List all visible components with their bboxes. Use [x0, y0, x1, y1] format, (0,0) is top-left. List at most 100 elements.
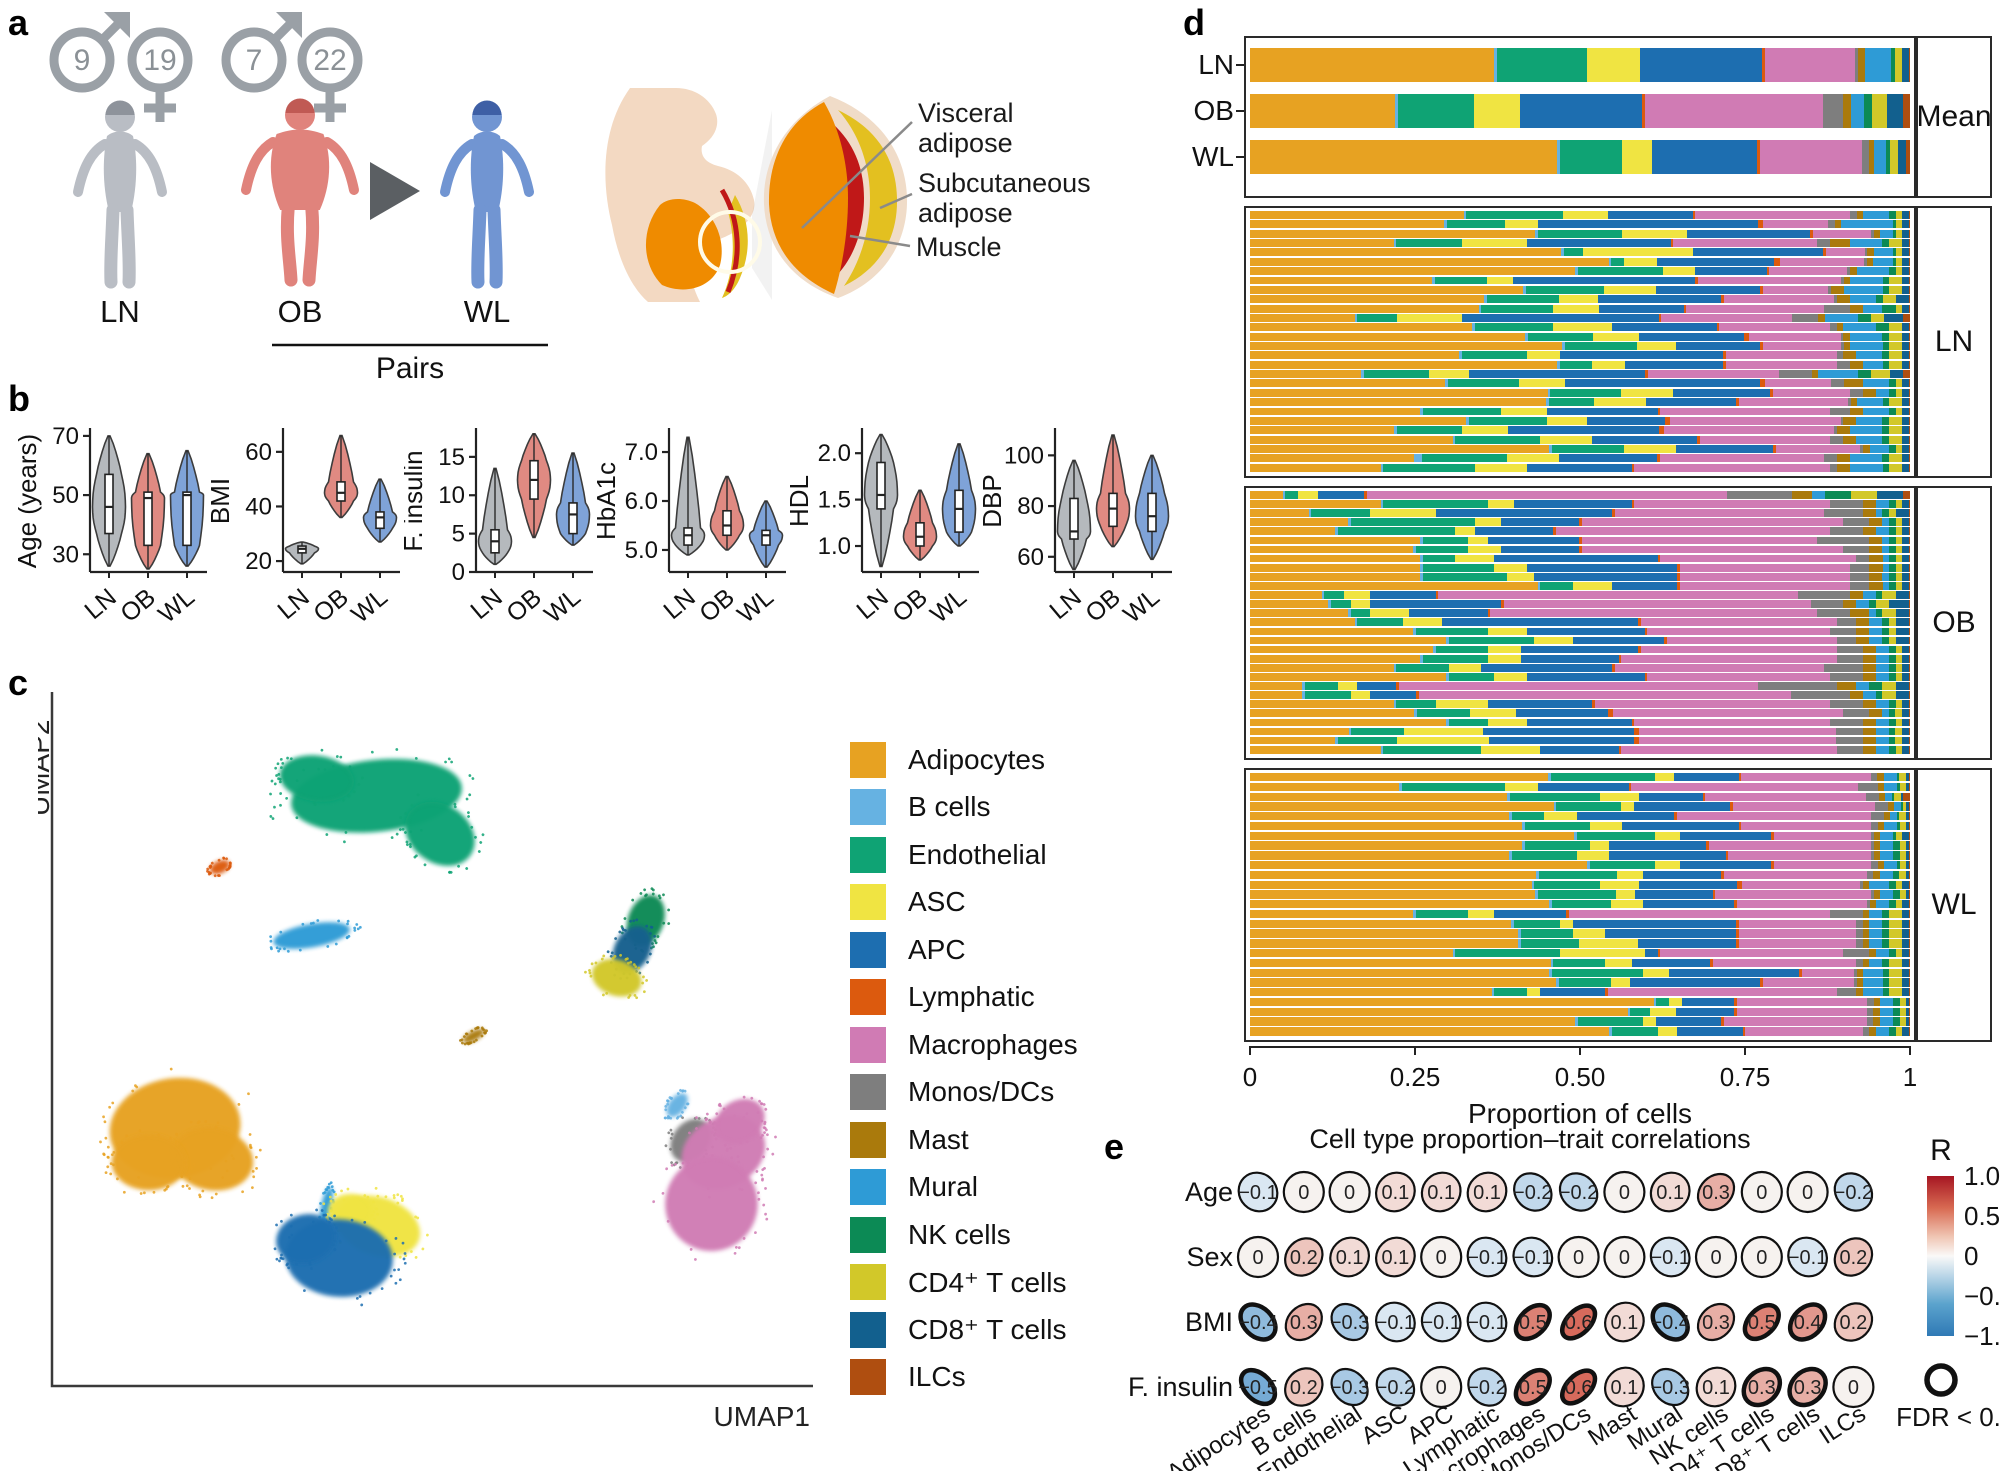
bar-segment-adipocytes	[1250, 939, 1518, 948]
speckle	[374, 1186, 378, 1190]
bar-segment-asc	[1654, 773, 1674, 782]
bar-segment-cd8-t-cells	[1906, 802, 1909, 811]
speckle	[396, 1193, 400, 1197]
bar-segment-monos-dcs	[1823, 663, 1863, 672]
speckle	[99, 1140, 102, 1144]
stacked-bar	[1250, 257, 1910, 266]
violin-plot-4: 1.0 1.5 2.0 HDL LN OB WL	[784, 420, 983, 635]
speckle	[372, 1210, 376, 1214]
bar-segment-cd8-t-cells	[1902, 435, 1909, 444]
bar-segment-nk-cells	[1891, 48, 1896, 82]
legend-swatch-icon	[850, 1311, 886, 1348]
bar-segment-b-cells	[1419, 407, 1423, 416]
anatomy-illustration	[605, 88, 913, 302]
speckle	[241, 1190, 245, 1194]
bar-segment-nk-cells	[1882, 939, 1889, 948]
bar-segment-nk-cells	[1882, 618, 1890, 627]
bar-segment-mural	[1890, 812, 1897, 821]
bar-segment-monos-dcs	[1827, 285, 1831, 294]
bar-segment-cd8-t-cells	[1902, 518, 1909, 526]
speckle	[662, 893, 665, 897]
bar-segment-adipocytes	[1250, 220, 1445, 229]
corr-value: −0.1	[1238, 1182, 1277, 1204]
bar-segment-ilcs	[1908, 398, 1910, 407]
bar-segment-lymphatic	[1673, 812, 1677, 821]
bar-segment-b-cells	[1557, 360, 1560, 369]
bar-segment-lymphatic	[1734, 900, 1737, 909]
speckle	[330, 1218, 333, 1222]
bar-segment-apc	[1512, 276, 1696, 285]
bar-segment-lymphatic	[1415, 691, 1419, 699]
speckle	[759, 1136, 763, 1140]
speckle	[695, 1127, 698, 1130]
bar-segment-ilcs	[1908, 426, 1910, 435]
bar-segment-ilcs	[1908, 416, 1910, 425]
bar-segment-cd4-t-cells	[1895, 880, 1903, 889]
bar-segment-endothelial	[1357, 313, 1397, 322]
stacked-bar	[1250, 600, 1910, 608]
speckle	[423, 863, 427, 867]
bar-segment-mast	[1873, 229, 1881, 238]
bar-segment-asc	[1474, 518, 1501, 526]
bar-segment-asc	[1396, 313, 1463, 322]
corr-ellipse	[1420, 1301, 1462, 1343]
speckle	[763, 1126, 767, 1130]
bar-segment-adipocytes	[1250, 718, 1447, 727]
stacked-bar	[1250, 435, 1910, 444]
bar-segment-monos-dcs	[1836, 351, 1844, 360]
bar-segment-ilcs	[1908, 997, 1910, 1007]
bar-segment-b-cells	[1432, 276, 1435, 285]
bar-segment-mural	[1894, 802, 1901, 811]
bar-segment-apc	[1673, 388, 1771, 397]
bar-segment-nk-cells	[1857, 370, 1871, 379]
bar-segment-monos-dcs	[1849, 563, 1870, 572]
bar-segment-macrophages	[1738, 929, 1857, 938]
bar-segment-asc	[1604, 285, 1657, 294]
bar-segment-cd4-t-cells	[1895, 248, 1903, 257]
bar-segment-apc	[1638, 939, 1737, 948]
bar-segment-cd4-t-cells	[1888, 332, 1903, 341]
bar-segment-cd4-t-cells	[1895, 831, 1903, 841]
speckle	[283, 947, 286, 951]
corr-ellipse	[1558, 1172, 1599, 1212]
speckle	[588, 971, 592, 975]
bar-segment-asc	[1643, 1017, 1657, 1026]
speckle	[403, 1261, 407, 1265]
bar-segment-ilcs	[1905, 140, 1910, 174]
bar-segment-monos-dcs	[1871, 831, 1874, 841]
bar-segment-nk-cells	[1893, 1007, 1900, 1017]
bar-segment-asc	[1402, 618, 1443, 627]
bar-segment-asc	[1649, 1007, 1676, 1017]
bar-segment-mast	[1843, 435, 1857, 444]
bar-segment-mast	[1856, 618, 1870, 627]
speckle	[320, 748, 324, 752]
bar-segment-nk-cells	[1889, 407, 1896, 416]
bar-segment-lymphatic	[1641, 94, 1646, 128]
bar-segment-monos-dcs	[1847, 267, 1851, 276]
bar-segment-cd8-t-cells	[1902, 444, 1909, 453]
stacked-bar	[1250, 1007, 1910, 1017]
bar-segment-cd8-t-cells	[1906, 1007, 1909, 1017]
bar-segment-monos-dcs	[1828, 220, 1835, 229]
bar-segment-macrophages	[1736, 1007, 1867, 1017]
speckle	[269, 792, 272, 796]
bar-segment-endothelial	[1448, 718, 1488, 727]
bar-segment-mast	[1830, 285, 1844, 294]
bar-segment-mast	[1849, 609, 1870, 618]
speckle	[642, 990, 646, 994]
bar-segment-b-cells	[1574, 831, 1577, 841]
bar-segment-endothelial	[1338, 736, 1398, 745]
speckle	[474, 835, 477, 839]
bar-segment-cd8-t-cells	[1902, 554, 1909, 563]
stacked-bar	[1250, 536, 1910, 545]
bar-segment-monos-dcs	[1856, 929, 1863, 938]
speckle	[670, 1163, 674, 1167]
legend-item-4: APC	[850, 926, 1078, 974]
bar-segment-mast	[1843, 416, 1857, 425]
bar-segment-b-cells	[1550, 958, 1554, 968]
bar-segment-cd4-t-cells	[1895, 407, 1903, 416]
speckle	[654, 941, 658, 945]
